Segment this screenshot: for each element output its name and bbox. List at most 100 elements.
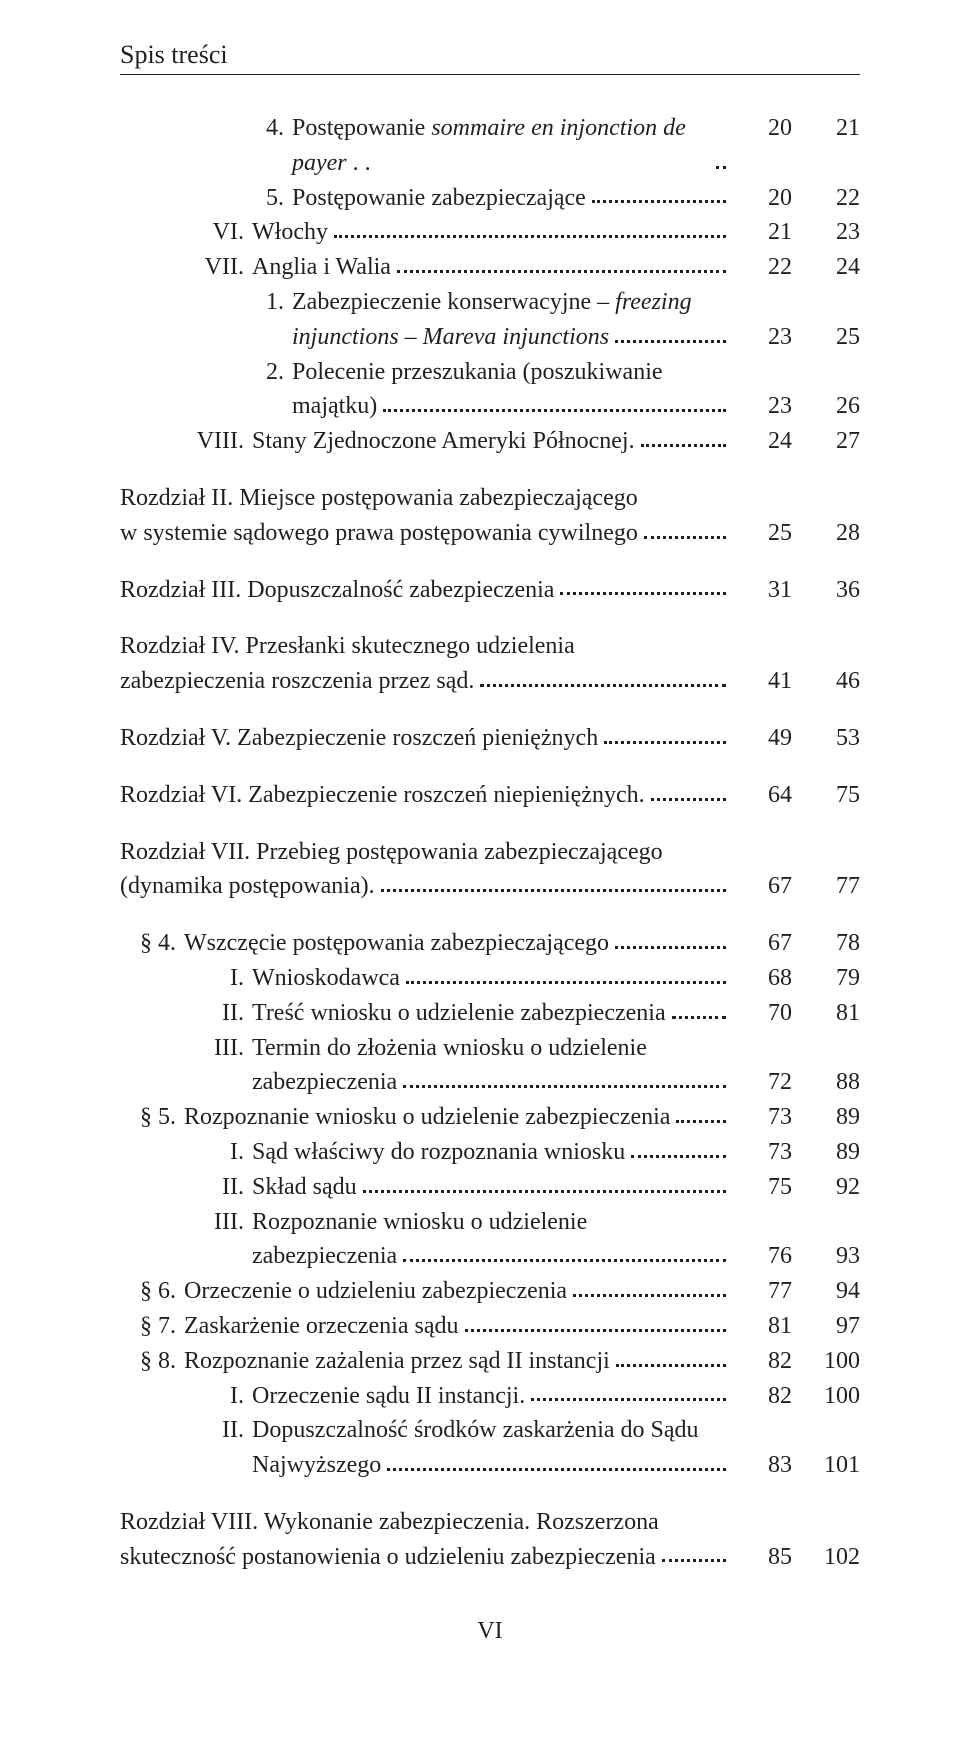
toc-entry-text: Postępowanie zabezpieczające bbox=[292, 181, 586, 216]
toc-leader-dots bbox=[560, 578, 726, 595]
toc-leader-dots bbox=[616, 1349, 726, 1366]
toc-entry-text: Rozdział VI. Zabezpieczenie roszczeń nie… bbox=[120, 778, 645, 813]
toc-entry: Rozdział VII. Przebieg postępowania zabe… bbox=[120, 835, 860, 870]
toc-col-2: 53 bbox=[792, 721, 860, 756]
toc-leader-dots bbox=[403, 1245, 726, 1262]
toc-col-2: 28 bbox=[792, 516, 860, 551]
page-header: Spis treści bbox=[120, 40, 860, 70]
toc-col-1: 31 bbox=[732, 573, 792, 608]
toc-col-1: 23 bbox=[732, 389, 792, 424]
toc-col-1: 82 bbox=[732, 1379, 792, 1414]
toc-entry-text: Orzeczenie o udzieleniu zabezpieczenia bbox=[184, 1274, 567, 1309]
toc-entry: Rozdział II. Miejsce postępowania zabezp… bbox=[120, 481, 860, 516]
toc-leader-dots bbox=[403, 1071, 726, 1088]
toc-col-2: 89 bbox=[792, 1135, 860, 1170]
toc-entry-text: Rozdział V. Zabezpieczenie roszczeń pien… bbox=[120, 721, 598, 756]
toc-leader-dots bbox=[381, 875, 726, 892]
toc-entry-text: Rozdział II. Miejsce postępowania zabezp… bbox=[120, 481, 638, 516]
toc-entry: I.Sąd właściwy do rozpoznania wniosku738… bbox=[120, 1135, 860, 1170]
toc-leader-dots bbox=[363, 1175, 726, 1192]
toc-entry-continuation: (dynamika postępowania). 6777 bbox=[120, 869, 860, 904]
toc-col-2: 102 bbox=[792, 1540, 860, 1575]
toc-entry: § 7.Zaskarżenie orzeczenia sądu8197 bbox=[120, 1309, 860, 1344]
toc-entry-text: injunctions – Mareva injunctions bbox=[292, 320, 609, 355]
toc-entry-text: Rozdział VIII. Wykonanie zabezpieczenia.… bbox=[120, 1505, 659, 1540]
toc-entry-continuation: Najwyższego83101 bbox=[120, 1448, 860, 1483]
toc-col-1: 82 bbox=[732, 1344, 792, 1379]
toc-entry-label: VIII. bbox=[186, 424, 244, 459]
toc-entry-text: Dopuszczalność środków zaskarżenia do Są… bbox=[252, 1413, 699, 1448]
toc-leader-dots bbox=[615, 932, 726, 949]
toc-entry: § 4.Wszczęcie postępowania zabezpieczają… bbox=[120, 926, 860, 961]
toc-col-1: 75 bbox=[732, 1170, 792, 1205]
toc-entry: 4.Postępowanie sommaire en injonction de… bbox=[120, 111, 860, 181]
toc-col-1: 83 bbox=[732, 1448, 792, 1483]
toc-entry-text: Polecenie przeszukania (poszukiwanie bbox=[292, 355, 663, 390]
toc-entry: Rozdział V. Zabezpieczenie roszczeń pien… bbox=[120, 721, 860, 756]
toc-col-1: 20 bbox=[732, 111, 792, 146]
toc-col-1: 23 bbox=[732, 320, 792, 355]
toc-leader-dots bbox=[531, 1384, 726, 1401]
toc-entry: Rozdział IV. Przesłanki skutecznego udzi… bbox=[120, 629, 860, 664]
toc-col-2: 77 bbox=[792, 869, 860, 904]
toc-entry-label: § 5. bbox=[120, 1100, 176, 1135]
toc-entry-text: zabezpieczenia roszczenia przez sąd. bbox=[120, 664, 474, 699]
toc-col-1: 68 bbox=[732, 961, 792, 996]
toc-entry-text: skuteczność postanowienia o udzieleniu z… bbox=[120, 1540, 656, 1575]
toc-leader-dots bbox=[397, 256, 726, 273]
toc-entry: VII.Anglia i Walia2224 bbox=[120, 250, 860, 285]
toc-entry-label: 2. bbox=[250, 355, 284, 390]
toc-entry-text: Włochy bbox=[252, 215, 328, 250]
toc-leader-dots bbox=[406, 966, 726, 983]
toc-entry-label: 1. bbox=[250, 285, 284, 320]
toc-entry-text: Zaskarżenie orzeczenia sądu bbox=[184, 1309, 459, 1344]
toc-entry: II.Dopuszczalność środków zaskarżenia do… bbox=[120, 1413, 860, 1448]
toc-col-2: 75 bbox=[792, 778, 860, 813]
toc-entry-label: 4. bbox=[250, 111, 284, 146]
toc-entry-label: § 7. bbox=[120, 1309, 176, 1344]
toc-leader-dots bbox=[573, 1280, 726, 1297]
toc-leader-dots bbox=[672, 1001, 726, 1018]
toc-col-2: 101 bbox=[792, 1448, 860, 1483]
toc-col-1: 25 bbox=[732, 516, 792, 551]
toc-col-2: 79 bbox=[792, 961, 860, 996]
toc-col-2: 36 bbox=[792, 573, 860, 608]
header-rule bbox=[120, 74, 860, 75]
toc-entry-text: Treść wniosku o udzielenie zabezpieczeni… bbox=[252, 996, 666, 1031]
toc-col-1: 85 bbox=[732, 1540, 792, 1575]
toc-col-2: 25 bbox=[792, 320, 860, 355]
toc-entry-label: I. bbox=[186, 1379, 244, 1414]
toc-entry: III.Rozpoznanie wniosku o udzielenie bbox=[120, 1205, 860, 1240]
toc-col-1: 67 bbox=[732, 869, 792, 904]
toc-col-2: 92 bbox=[792, 1170, 860, 1205]
toc-entry-text: majątku) bbox=[292, 389, 377, 424]
toc-entry: § 5.Rozpoznanie wniosku o udzielenie zab… bbox=[120, 1100, 860, 1135]
toc-col-2: 27 bbox=[792, 424, 860, 459]
toc-entry-label: 5. bbox=[250, 181, 284, 216]
toc-entry-text: (dynamika postępowania). bbox=[120, 869, 375, 904]
table-of-contents: 4.Postępowanie sommaire en injonction de… bbox=[120, 111, 860, 1574]
toc-col-1: 67 bbox=[732, 926, 792, 961]
toc-col-2: 100 bbox=[792, 1344, 860, 1379]
toc-leader-dots bbox=[604, 726, 726, 743]
toc-entry-label: III. bbox=[186, 1031, 244, 1066]
toc-col-1: 77 bbox=[732, 1274, 792, 1309]
toc-col-1: 72 bbox=[732, 1065, 792, 1100]
toc-col-1: 64 bbox=[732, 778, 792, 813]
toc-entry-label: II. bbox=[186, 996, 244, 1031]
toc-entry: § 8.Rozpoznanie zażalenia przez sąd II i… bbox=[120, 1344, 860, 1379]
page-number-footer: VI bbox=[120, 1618, 860, 1645]
toc-entry-text: Rozdział III. Dopuszczalność zabezpiecze… bbox=[120, 573, 554, 608]
toc-entry-text: w systemie sądowego prawa postępowania c… bbox=[120, 516, 638, 551]
toc-leader-dots bbox=[644, 521, 726, 538]
toc-entry-label: § 4. bbox=[120, 926, 176, 961]
toc-col-1: 76 bbox=[732, 1239, 792, 1274]
toc-entry-label: II. bbox=[186, 1170, 244, 1205]
toc-entry: Rozdział VIII. Wykonanie zabezpieczenia.… bbox=[120, 1505, 860, 1540]
toc-col-1: 41 bbox=[732, 664, 792, 699]
toc-entry-text: Postępowanie sommaire en injonction de p… bbox=[292, 111, 710, 181]
toc-col-2: 89 bbox=[792, 1100, 860, 1135]
toc-entry-text: Rozpoznanie wniosku o udzielenie bbox=[252, 1205, 587, 1240]
toc-entry: I.Wnioskodawca6879 bbox=[120, 961, 860, 996]
toc-col-2: 24 bbox=[792, 250, 860, 285]
